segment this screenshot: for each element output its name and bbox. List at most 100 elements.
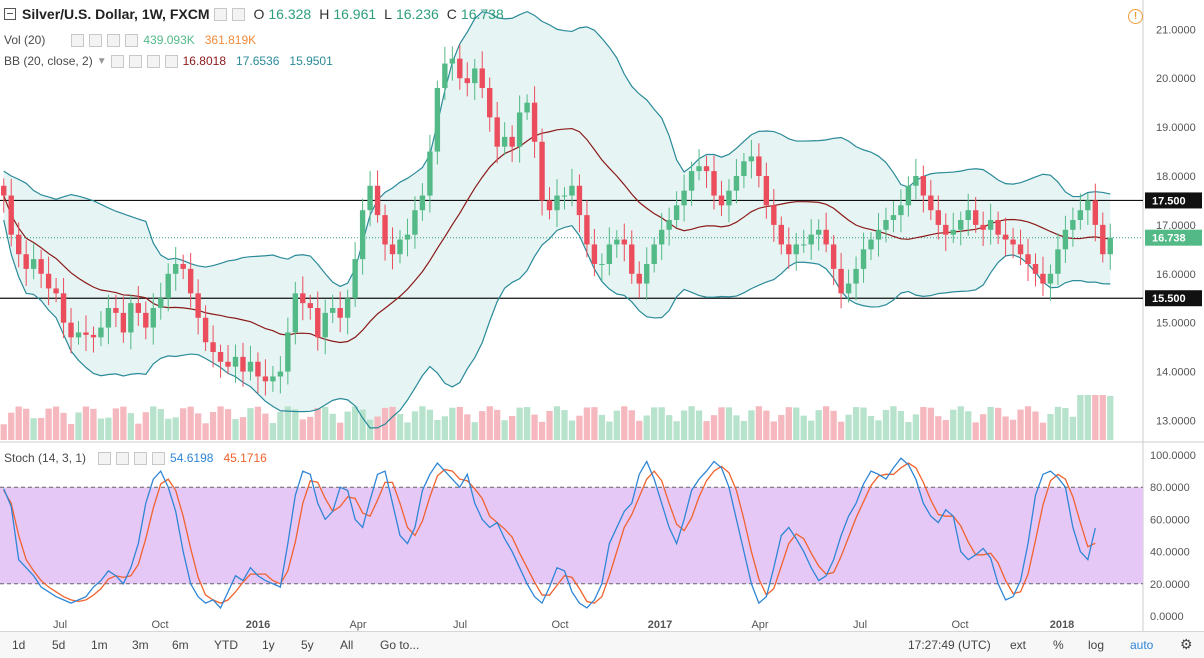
candle [449,46,456,81]
volume-bar [695,410,703,440]
eye-icon[interactable] [110,54,124,68]
candle-body [397,239,403,255]
bb-legend: BB (20, close, 2) ▼ 16.8018 17.6536 15.9… [4,54,333,68]
volume-bar [366,419,374,440]
candle [307,294,313,320]
volume-bar [613,410,620,440]
candle [479,51,485,99]
volume-bar [224,409,232,440]
candle-body [38,259,44,274]
stoch-k-line [3,457,1096,610]
eye-icon[interactable] [71,33,85,47]
alert-icon[interactable]: ! [1128,9,1143,24]
candle [860,232,867,283]
candle-body [53,288,59,294]
close-icon[interactable] [152,451,166,465]
volume-bar [1039,422,1047,440]
chevron-down-icon[interactable]: ▼ [96,55,107,67]
volume-bar [411,411,419,440]
candle [703,155,710,188]
move-icon[interactable] [134,451,148,465]
candle-body [972,210,979,225]
silver-chart[interactable]: 21.0000 20.0000 19.0000 18.0000 17.0000 16.00… [0,0,1204,631]
volume-bar [725,407,733,440]
candle [1107,223,1113,270]
collapse-icon[interactable] [4,8,16,20]
move-icon[interactable] [107,33,121,47]
candle-body [449,58,456,64]
log-toggle[interactable]: log [1088,638,1105,652]
bb-label[interactable]: BB (20, close, 2) [4,54,93,68]
candle-body [195,293,201,318]
volume-bar [823,406,830,440]
range-5y[interactable]: 5y [301,638,314,652]
stoch-band [0,487,1143,584]
price-tick-label: 17.0000 [1156,220,1196,232]
candle-body [561,195,568,197]
range-1m[interactable]: 1m [91,638,108,652]
settings-icon[interactable] [231,7,245,21]
range-all[interactable]: All [340,638,354,652]
goto-button[interactable]: Go to... [380,638,420,652]
eye-icon[interactable] [213,7,227,21]
range-1y[interactable]: 1y [262,638,275,652]
volume-bar [232,419,239,440]
close-icon[interactable] [164,54,178,68]
candle-body [150,308,156,328]
candle [1040,256,1046,296]
price-tick-label: 18.0000 [1156,171,1196,183]
settings-gear-icon[interactable]: ⚙ [1180,636,1193,652]
candle-body [427,151,433,196]
range-6m[interactable]: 6m [172,638,189,652]
volume-bar [127,413,134,440]
volume-bar [307,416,314,440]
auto-toggle[interactable]: auto [1130,638,1154,652]
range-5d[interactable]: 5d [52,638,66,652]
settings-icon[interactable] [116,451,130,465]
ext-toggle[interactable]: ext [1010,638,1027,652]
candle [673,191,680,228]
settings-icon[interactable] [128,54,142,68]
candle [1092,183,1099,242]
close-icon[interactable] [125,33,139,47]
symbol-title[interactable]: Silver/U.S. Dollar, 1W, FXCM [22,6,210,22]
candle-body [1100,224,1106,255]
volume-bar [965,411,972,440]
candle-body [1062,229,1069,250]
candle-body [105,308,112,328]
volume-bar [37,417,45,440]
percent-toggle[interactable]: % [1053,638,1064,652]
candle-body [688,171,695,191]
candle-body [8,195,14,235]
vol-value-2: 361.819K [204,33,257,47]
x-tick-label: 2017 [648,619,672,631]
candle [419,183,426,221]
candle [255,352,261,394]
candle [868,232,874,261]
candle [599,253,605,282]
volume-bar [905,422,912,440]
x-tick-label: 2018 [1050,619,1074,631]
price-tick-label: 13.0000 [1156,415,1196,427]
stoch-label[interactable]: Stoch (14, 3, 1) [4,451,87,465]
range-ytd[interactable]: YTD [214,638,238,652]
volume-bar [763,410,770,440]
candle [464,62,470,97]
volume-bar [262,413,269,440]
level-badge-label: 15.500 [1152,293,1186,305]
volume-bar [710,415,718,440]
candle [778,216,784,255]
move-icon[interactable] [146,54,160,68]
candle-body [45,273,52,289]
candle-body [359,210,366,260]
candle [554,179,560,227]
vol-label[interactable]: Vol (20) [4,33,46,47]
candle-body [389,244,396,255]
candle-body [210,342,216,352]
candle-body [1,185,7,196]
range-1d[interactable]: 1d [12,638,26,652]
settings-icon[interactable] [89,33,103,47]
range-3m[interactable]: 3m [132,638,149,652]
candle-body [464,78,470,84]
eye-icon[interactable] [98,451,112,465]
